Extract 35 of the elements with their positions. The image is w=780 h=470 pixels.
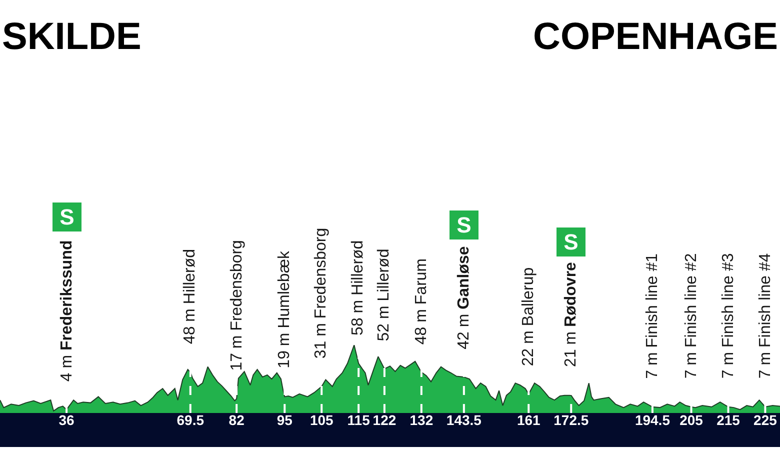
x-tick-label: 82	[228, 412, 245, 428]
x-tick-label: 36	[58, 412, 75, 428]
text: S	[564, 230, 578, 254]
x-tick-label: 143.5	[446, 412, 482, 428]
annotation: 7 m Finish line #4	[756, 253, 774, 379]
annotation: 52 m Lillerød	[376, 248, 393, 342]
x-tick-label: 115	[347, 412, 370, 428]
annotation: 22 m Ballerup	[520, 267, 538, 366]
x-tick-label: 194.5	[634, 412, 670, 428]
annotation: 42 m Ganløse	[455, 246, 472, 350]
x-tick-label: 225	[754, 412, 778, 428]
annotation: 31 m Fredensborg	[312, 228, 330, 359]
annotation: 7 m Finish line #1	[644, 253, 662, 379]
annotation: 4 m Frederikssund	[58, 240, 76, 382]
x-tick-label: 172.5	[554, 412, 589, 428]
annotation: 48 m Hillerød	[182, 248, 199, 344]
x-tick-label: 95	[276, 412, 293, 428]
annotation: 21 m Rødovre	[562, 262, 580, 367]
annotation: 48 m Farum	[413, 258, 430, 345]
annotation: 7 m Finish line #3	[720, 253, 737, 379]
text: S	[60, 204, 74, 230]
annotation: 17 m Fredensborg	[228, 240, 246, 371]
x-tick-label: 69.5	[176, 412, 204, 428]
annotation: 7 m Finish line #2	[682, 253, 700, 379]
x-tick-label: 215	[716, 412, 740, 428]
text: S	[456, 212, 472, 238]
text: COPENHAGE	[533, 16, 778, 58]
x-tick-label: 205	[680, 412, 704, 428]
x-tick-label: 105	[310, 412, 334, 428]
x-tick-label: 132	[410, 412, 434, 428]
x-tick-label: 122	[372, 412, 396, 428]
text: SKILDE	[2, 16, 142, 58]
annotation: 58 m Hillerød	[350, 240, 367, 336]
x-tick-label: 161	[516, 412, 541, 428]
annotation: 19 m Humlebæk	[276, 250, 293, 368]
